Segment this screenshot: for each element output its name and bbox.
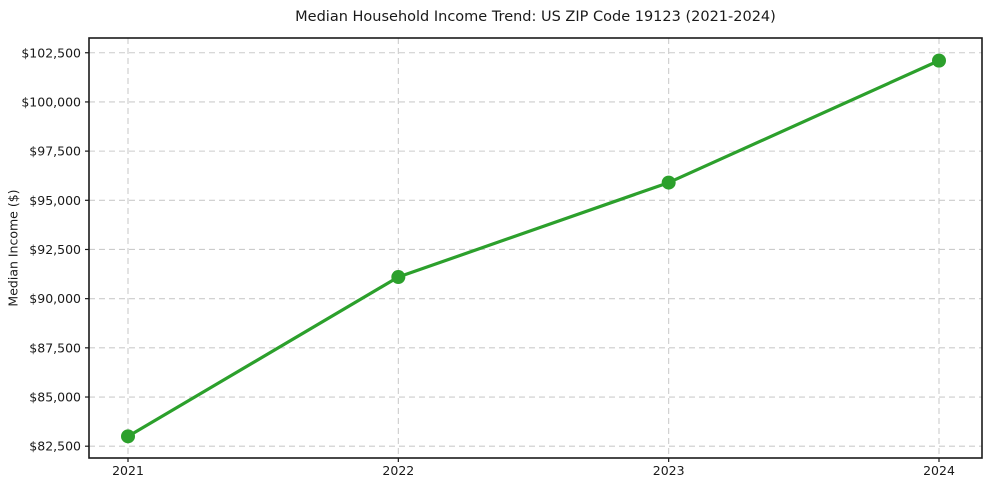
y-tick-label: $92,500: [29, 242, 81, 257]
data-point-marker: [121, 429, 135, 444]
y-tick-label: $102,500: [21, 45, 81, 60]
y-tick-label: $87,500: [29, 340, 81, 355]
y-tick-label: $95,000: [29, 193, 81, 208]
x-tick-label: 2024: [923, 463, 955, 478]
x-tick-label: 2023: [653, 463, 685, 478]
x-tick-label: 2022: [382, 463, 414, 478]
trend-line: [126, 59, 941, 438]
chart-title: Median Household Income Trend: US ZIP Co…: [295, 9, 776, 25]
x-tick-label: 2021: [112, 463, 144, 478]
y-tick-label: $100,000: [21, 94, 81, 109]
y-tick-label: $97,500: [29, 144, 81, 159]
y-tick-label: $85,000: [29, 390, 81, 405]
data-point-marker: [391, 270, 406, 285]
y-tick-label: $90,000: [29, 291, 81, 306]
plot-border: [88, 37, 983, 459]
y-tick-label: $82,500: [29, 439, 81, 454]
data-point-marker: [932, 53, 946, 68]
data-point-marker: [661, 175, 676, 190]
